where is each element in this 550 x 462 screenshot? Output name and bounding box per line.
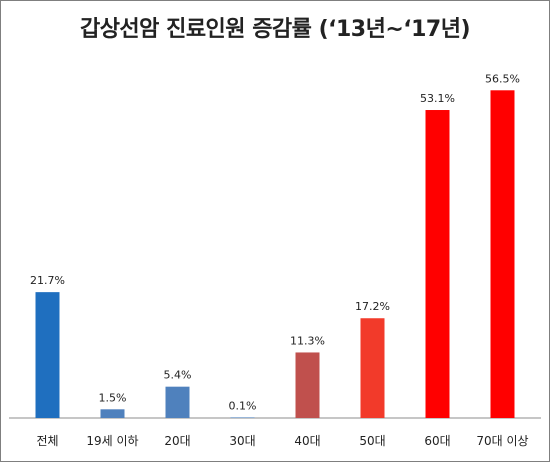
value-labels-layer: 21.7% 1.5% 5.4% 0.1% 11.3% 17.2% 53.1% 56.5% [30, 72, 520, 412]
bar-4 [230, 417, 255, 419]
category-label: 19세 이하 [86, 434, 138, 448]
category-labels-layer: 전체 19세 이하 20대 30대 40대 50대 60대 70대 이상 [36, 434, 528, 448]
category-label: 20대 [164, 434, 190, 448]
category-label: 50대 [359, 434, 385, 448]
value-label: 1.5% [99, 391, 127, 404]
value-label: 0.1% [229, 399, 257, 412]
bar-3 [165, 386, 190, 418]
bar-2 [100, 409, 125, 418]
value-label: 11.3% [290, 334, 325, 347]
category-label: 30대 [229, 434, 255, 448]
category-label: 60대 [424, 434, 450, 448]
bar-8 [490, 90, 515, 419]
bar-5 [295, 352, 320, 418]
value-label: 53.1% [420, 92, 455, 105]
value-label: 17.2% [355, 300, 390, 313]
bar-6 [360, 318, 385, 418]
value-label: 56.5% [485, 72, 520, 85]
value-label: 21.7% [30, 274, 65, 287]
bar-1 [35, 292, 60, 418]
bars-layer [35, 90, 515, 419]
category-label: 전체 [36, 434, 58, 448]
category-label: 40대 [294, 434, 320, 448]
bar-7 [425, 110, 450, 419]
value-label: 5.4% [164, 369, 192, 382]
chart-title: 갑상선암 진료인원 증감률 (‘13년~‘17년) [79, 17, 471, 42]
category-label: 70대 이상 [476, 434, 528, 448]
